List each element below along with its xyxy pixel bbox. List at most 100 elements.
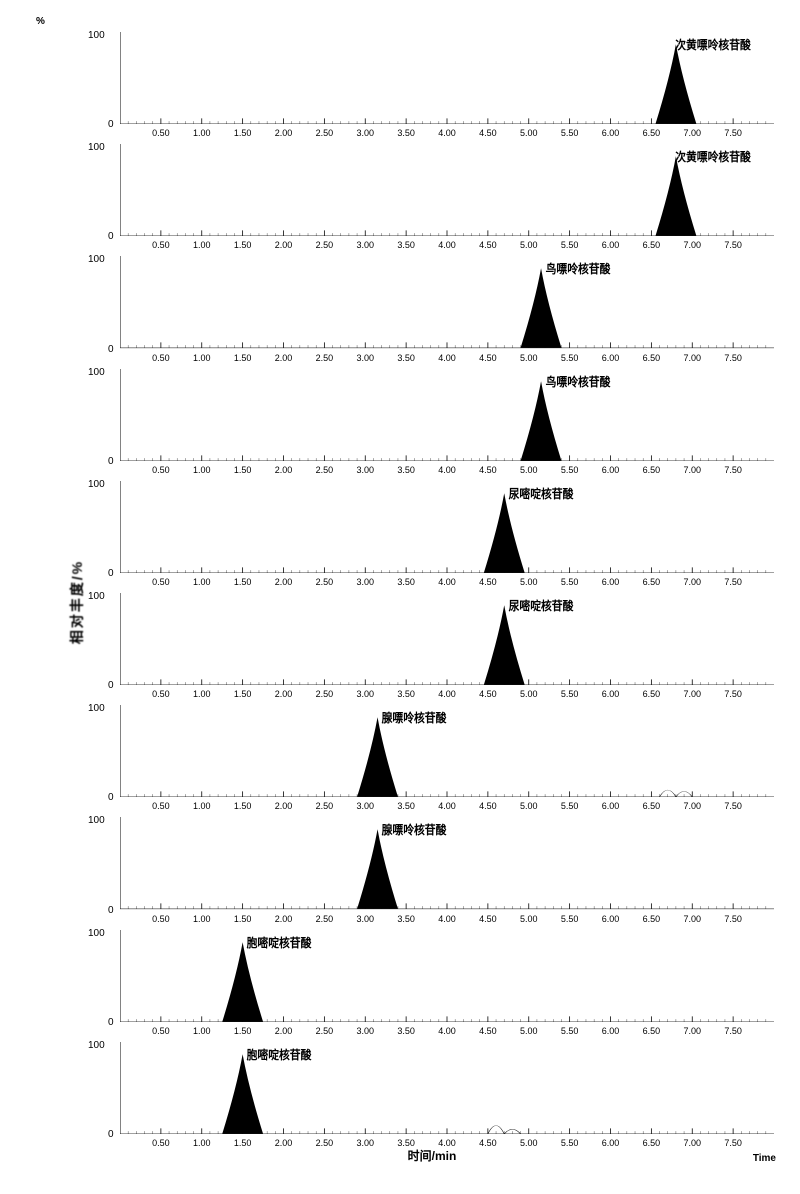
- x-tick-label: 5.50: [561, 1138, 579, 1148]
- chromatogram-svg: [120, 930, 774, 1022]
- chromatogram-panel: 1000鸟嘌呤核苷酸0.501.001.502.002.503.003.504.…: [84, 254, 780, 366]
- x-tick-label: 6.00: [602, 914, 620, 924]
- x-tick-label: 1.50: [234, 128, 252, 138]
- x-tick-label: 2.50: [316, 801, 334, 811]
- x-tick-label: 5.50: [561, 465, 579, 475]
- x-tick-label: 2.00: [275, 465, 293, 475]
- peak-label: 鸟嘌呤核苷酸: [545, 373, 610, 390]
- y-max-label: 100: [88, 142, 105, 153]
- y-min-label: 0: [108, 231, 114, 242]
- chromatogram-svg: [120, 1042, 774, 1134]
- x-tick-label: 0.50: [152, 914, 170, 924]
- x-tick-label: 7.50: [724, 1138, 742, 1148]
- x-tick-label: 5.50: [561, 353, 579, 363]
- x-tick-label: 2.00: [275, 914, 293, 924]
- figure-root: % 相对丰度/% 1000次黄嘌呤核苷酸0.501.001.502.002.50…: [0, 0, 800, 1194]
- plot-area: 胞嘧啶核苷酸: [120, 930, 774, 1022]
- x-tick-label: 5.00: [520, 353, 538, 363]
- x-tick-label: 2.50: [316, 689, 334, 699]
- x-tick-label: 7.50: [724, 914, 742, 924]
- x-tick-label: 0.50: [152, 353, 170, 363]
- chromatogram-panel: 1000尿嘧啶核苷酸0.501.001.502.002.503.003.504.…: [84, 479, 780, 591]
- x-tick-label: 2.50: [316, 353, 334, 363]
- plot-area: 胞嘧啶核苷酸: [120, 1042, 774, 1134]
- x-tick-label: 2.50: [316, 577, 334, 587]
- x-tick-label: 6.00: [602, 353, 620, 363]
- x-tick-label: 4.00: [438, 353, 456, 363]
- x-tick-label: 4.00: [438, 914, 456, 924]
- x-tick-label: 4.50: [479, 1138, 497, 1148]
- x-tick-label: 4.00: [438, 801, 456, 811]
- x-tick-label: 2.50: [316, 1138, 334, 1148]
- x-tick-label: 6.00: [602, 1026, 620, 1036]
- chromatogram-panel: 1000胞嘧啶核苷酸0.501.001.502.002.503.003.504.…: [84, 1040, 780, 1152]
- chromatogram-panel: 1000次黄嘌呤核苷酸0.501.001.502.002.503.003.504…: [84, 30, 780, 142]
- x-tick-label: 1.50: [234, 689, 252, 699]
- peak-label: 尿嘧啶核苷酸: [509, 597, 574, 614]
- x-tick-label: 2.50: [316, 128, 334, 138]
- y-max-label: 100: [88, 815, 105, 826]
- x-tick-label: 7.00: [683, 240, 701, 250]
- x-tick-label: 4.00: [438, 1026, 456, 1036]
- x-tick-label: 1.00: [193, 914, 211, 924]
- y-min-label: 0: [108, 680, 114, 691]
- x-tick-label: 1.00: [193, 465, 211, 475]
- x-tick-label: 2.00: [275, 240, 293, 250]
- x-tick-label: 7.00: [683, 1026, 701, 1036]
- y-min-label: 0: [108, 1017, 114, 1028]
- peak-label: 胞嘧啶核苷酸: [247, 934, 312, 951]
- x-tick-label: 1.50: [234, 353, 252, 363]
- x-tick-label: 0.50: [152, 128, 170, 138]
- x-tick-label: 2.00: [275, 1138, 293, 1148]
- y-max-label: 100: [88, 1040, 105, 1051]
- x-tick-label: 1.00: [193, 128, 211, 138]
- x-tick-label: 2.50: [316, 1026, 334, 1036]
- chromatogram-svg: [120, 593, 774, 685]
- x-tick-label: 5.00: [520, 689, 538, 699]
- plot-area: 腺嘌呤核苷酸: [120, 705, 774, 797]
- x-tick-label: 0.50: [152, 465, 170, 475]
- percent-mark: %: [36, 16, 45, 27]
- plot-area: 尿嘧啶核苷酸: [120, 481, 774, 573]
- x-tick-label: 7.00: [683, 465, 701, 475]
- x-tick-label: 2.00: [275, 353, 293, 363]
- x-tick-label: 0.50: [152, 1026, 170, 1036]
- x-tick-label: 6.50: [643, 465, 661, 475]
- chromatogram-panel: 1000鸟嘌呤核苷酸0.501.001.502.002.503.003.504.…: [84, 367, 780, 479]
- x-tick-label: 4.50: [479, 465, 497, 475]
- x-tick-label: 0.50: [152, 240, 170, 250]
- x-tick-label: 3.00: [356, 465, 374, 475]
- x-tick-label: 5.50: [561, 1026, 579, 1036]
- x-tick-label: 0.50: [152, 1138, 170, 1148]
- x-tick-label: 3.50: [397, 689, 415, 699]
- x-tick-label: 3.00: [356, 689, 374, 699]
- x-tick-label: 3.50: [397, 240, 415, 250]
- x-tick-label: 7.00: [683, 353, 701, 363]
- x-tick-label: 3.00: [356, 353, 374, 363]
- x-tick-label: 3.00: [356, 240, 374, 250]
- x-tick-label: 4.50: [479, 1026, 497, 1036]
- x-tick-label: 7.50: [724, 577, 742, 587]
- x-tick-label: 7.50: [724, 689, 742, 699]
- x-tick-label: 1.00: [193, 801, 211, 811]
- peak-label: 鸟嘌呤核苷酸: [545, 260, 610, 277]
- x-tick-label: 7.50: [724, 801, 742, 811]
- y-min-label: 0: [108, 792, 114, 803]
- y-min-label: 0: [108, 119, 114, 130]
- x-tick-label: 4.50: [479, 689, 497, 699]
- x-tick-label: 3.50: [397, 801, 415, 811]
- x-tick-label: 6.00: [602, 1138, 620, 1148]
- x-tick-label: 0.50: [152, 801, 170, 811]
- x-tick-label: 4.00: [438, 465, 456, 475]
- plot-area: 鸟嘌呤核苷酸: [120, 256, 774, 348]
- x-tick-label: 1.50: [234, 1026, 252, 1036]
- x-tick-label: 7.00: [683, 689, 701, 699]
- x-tick-label: 6.50: [643, 1026, 661, 1036]
- peak-label: 腺嘌呤核苷酸: [382, 709, 447, 726]
- x-tick-label: 4.00: [438, 240, 456, 250]
- x-tick-label: 1.00: [193, 577, 211, 587]
- chromatogram-svg: [120, 256, 774, 348]
- y-max-label: 100: [88, 30, 105, 41]
- x-tick-label: 2.50: [316, 465, 334, 475]
- x-tick-label: 6.50: [643, 801, 661, 811]
